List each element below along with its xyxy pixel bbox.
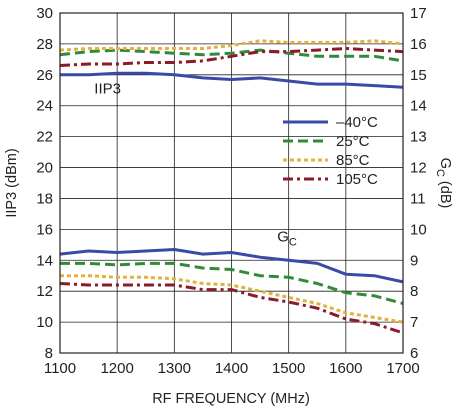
x-tick-label: 1300 (158, 360, 191, 377)
legend-label-105-c: 105°C (336, 171, 378, 188)
y-left-tick-label: 12 (36, 283, 53, 300)
y-right-tick-label: 7 (410, 314, 418, 331)
y-right-tick-label: 17 (410, 5, 427, 22)
x-axis-label: RF FREQUENCY (MHz) (152, 391, 310, 407)
y-axis-right-label: GC (dB) (434, 158, 453, 209)
x-tick-label: 1100 (44, 360, 76, 377)
x-tick-label: 1400 (215, 360, 248, 377)
y-left-tick-label: 26 (36, 67, 53, 84)
y-axis-right-label-unit: (dB) (437, 177, 453, 208)
y-left-tick-label: 22 (36, 129, 53, 146)
y-right-tick-label: 11 (410, 190, 426, 207)
y-left-tick-label: 24 (36, 98, 53, 115)
y-left-tick-label: 10 (36, 314, 53, 331)
legend-label-40-c: –40°C (336, 114, 378, 131)
annotations: IIP3 GC (94, 80, 297, 248)
annotation-iip3: IIP3 (94, 80, 121, 97)
y-axis-right-label-main: G (437, 158, 453, 169)
y-right-tick-label: 12 (410, 160, 427, 177)
y-left-tick-label: 18 (36, 190, 53, 207)
series-line-iip3-25-c (59, 48, 404, 63)
series-line-iip3-105-c (59, 47, 404, 67)
y-right-tick-label: 9 (410, 252, 418, 269)
y-right-tick-label: 14 (410, 98, 427, 115)
x-tick-label: 1700 (386, 360, 419, 377)
legend-label-85-c: 85°C (336, 152, 370, 169)
y-axis-left-label: IIP3 (dBm) (4, 148, 20, 217)
series-line-gc-25-c (60, 261, 404, 305)
grid (60, 13, 403, 353)
series-line-gc-85-c (60, 274, 404, 324)
y-right-tick-label: 10 (410, 221, 427, 238)
series-line-gc-105-c (59, 282, 404, 335)
plot-frame (59, 12, 404, 354)
legend: –40°C 25°C 85°C 105°C (283, 114, 378, 188)
y-right-tick-label: 16 (410, 36, 427, 53)
y-right-tick-label: 13 (410, 129, 427, 146)
x-tick-label: 1500 (272, 360, 305, 377)
series-line-iip3-85-c (59, 39, 404, 52)
annotation-gc: GC (277, 229, 297, 249)
tick-labels: 1100 1200 1300 1400 1500 1600 1700 8 10 12 14 16 18 2… (36, 5, 426, 377)
y-right-tick-label: 6 (410, 345, 418, 362)
y-right-tick-label: 8 (410, 283, 418, 300)
y-left-tick-label: 16 (36, 221, 53, 238)
series-line-gc-40-c (59, 248, 404, 284)
y-axis-right-label-sub: C (434, 169, 446, 177)
y-left-tick-label: 14 (36, 252, 53, 269)
y-left-tick-label: 28 (36, 36, 53, 53)
y-left-tick-label: 20 (36, 160, 53, 177)
y-left-tick-label: 8 (45, 345, 53, 362)
y-left-tick-label: 30 (36, 5, 53, 22)
y-right-tick-label: 15 (410, 67, 427, 84)
legend-label-25-c: 25°C (336, 133, 370, 150)
series-line-iip3-40-c (60, 71, 404, 89)
x-tick-label: 1200 (100, 360, 133, 377)
series-layer (59, 39, 404, 335)
x-tick-label: 1600 (329, 360, 362, 377)
